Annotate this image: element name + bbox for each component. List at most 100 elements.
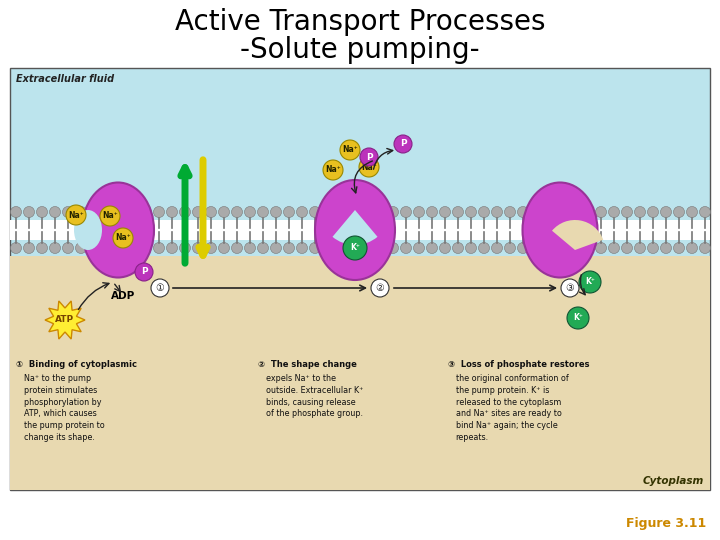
- Circle shape: [634, 206, 646, 218]
- Circle shape: [673, 206, 685, 218]
- Circle shape: [218, 206, 230, 218]
- Circle shape: [284, 206, 294, 218]
- Circle shape: [348, 242, 359, 253]
- Ellipse shape: [315, 180, 395, 280]
- Circle shape: [544, 242, 554, 253]
- Text: Na⁺: Na⁺: [68, 211, 84, 219]
- Circle shape: [166, 206, 178, 218]
- Circle shape: [258, 206, 269, 218]
- Text: Na⁺: Na⁺: [361, 163, 377, 172]
- Circle shape: [647, 242, 659, 253]
- Circle shape: [140, 242, 151, 253]
- Circle shape: [439, 206, 451, 218]
- Circle shape: [673, 242, 685, 253]
- Text: -Solute pumping-: -Solute pumping-: [240, 36, 480, 64]
- Circle shape: [371, 279, 389, 297]
- Circle shape: [232, 242, 243, 253]
- Circle shape: [426, 206, 438, 218]
- Text: Na⁺: Na⁺: [115, 233, 131, 242]
- Text: expels Na⁺ to the
outside. Extracellular K⁺
binds, causing release
of the phosph: expels Na⁺ to the outside. Extracellular…: [266, 374, 364, 418]
- Circle shape: [113, 228, 133, 248]
- Ellipse shape: [82, 183, 154, 278]
- Circle shape: [102, 242, 112, 253]
- Wedge shape: [333, 210, 377, 245]
- Circle shape: [232, 206, 243, 218]
- Circle shape: [394, 135, 412, 153]
- Circle shape: [114, 206, 125, 218]
- Circle shape: [361, 242, 372, 253]
- Bar: [10, 256, 710, 490]
- Circle shape: [37, 242, 48, 253]
- Circle shape: [621, 242, 632, 253]
- Circle shape: [413, 206, 425, 218]
- Circle shape: [582, 242, 593, 253]
- Text: Na⁺: Na⁺: [102, 212, 118, 220]
- Circle shape: [76, 242, 86, 253]
- Circle shape: [634, 242, 646, 253]
- Circle shape: [271, 242, 282, 253]
- Circle shape: [439, 242, 451, 253]
- Circle shape: [700, 206, 711, 218]
- Text: Na⁺ to the pump
protein stimulates
phosphorylation by
ATP, which causes
the pump: Na⁺ to the pump protein stimulates phosp…: [24, 374, 104, 442]
- Circle shape: [153, 242, 164, 253]
- Circle shape: [387, 242, 398, 253]
- Circle shape: [192, 242, 204, 253]
- Circle shape: [518, 242, 528, 253]
- Circle shape: [127, 206, 138, 218]
- Circle shape: [570, 206, 580, 218]
- Circle shape: [452, 206, 464, 218]
- Text: K⁺: K⁺: [585, 278, 595, 287]
- Circle shape: [114, 242, 125, 253]
- Circle shape: [531, 206, 541, 218]
- Circle shape: [557, 242, 567, 253]
- Text: ①: ①: [156, 283, 164, 293]
- Circle shape: [505, 206, 516, 218]
- Circle shape: [340, 140, 360, 160]
- Circle shape: [561, 279, 579, 297]
- Circle shape: [100, 206, 120, 226]
- Circle shape: [63, 206, 73, 218]
- Circle shape: [297, 242, 307, 253]
- Circle shape: [140, 206, 151, 218]
- Circle shape: [595, 242, 606, 253]
- Circle shape: [310, 206, 320, 218]
- Ellipse shape: [523, 183, 598, 278]
- Text: P: P: [400, 139, 406, 148]
- Circle shape: [245, 242, 256, 253]
- Circle shape: [518, 206, 528, 218]
- Text: ③  Loss of phosphate restores: ③ Loss of phosphate restores: [448, 360, 589, 369]
- Circle shape: [479, 206, 490, 218]
- Circle shape: [218, 242, 230, 253]
- Circle shape: [192, 206, 204, 218]
- Text: ②: ②: [376, 283, 384, 293]
- Text: K⁺: K⁺: [573, 314, 583, 322]
- Circle shape: [595, 206, 606, 218]
- Circle shape: [452, 242, 464, 253]
- Circle shape: [271, 206, 282, 218]
- Circle shape: [310, 242, 320, 253]
- Circle shape: [686, 206, 698, 218]
- Circle shape: [492, 206, 503, 218]
- Circle shape: [413, 242, 425, 253]
- Circle shape: [621, 206, 632, 218]
- Circle shape: [179, 242, 191, 253]
- Circle shape: [151, 279, 169, 297]
- Circle shape: [50, 206, 60, 218]
- Circle shape: [205, 242, 217, 253]
- Circle shape: [102, 206, 112, 218]
- Circle shape: [323, 206, 333, 218]
- Circle shape: [608, 242, 619, 253]
- Circle shape: [166, 242, 178, 253]
- Circle shape: [179, 206, 191, 218]
- Circle shape: [567, 307, 589, 329]
- Circle shape: [76, 206, 86, 218]
- Circle shape: [579, 271, 601, 293]
- Circle shape: [660, 206, 672, 218]
- Circle shape: [400, 242, 412, 253]
- Text: ADP: ADP: [111, 291, 135, 301]
- Text: Active Transport Processes: Active Transport Processes: [175, 8, 545, 36]
- Ellipse shape: [74, 210, 102, 250]
- Circle shape: [63, 242, 73, 253]
- Circle shape: [374, 206, 385, 218]
- Circle shape: [11, 206, 22, 218]
